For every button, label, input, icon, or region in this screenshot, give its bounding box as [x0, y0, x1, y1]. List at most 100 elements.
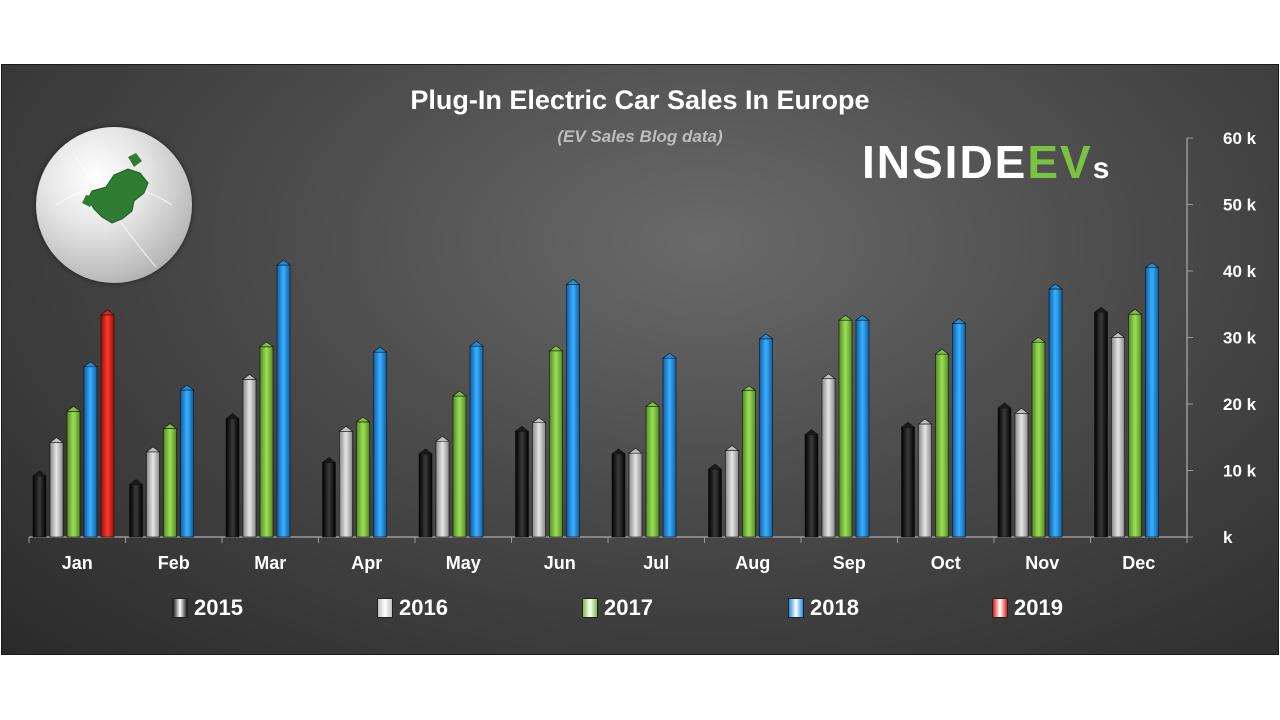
y-tick-label: k: [1223, 528, 1233, 547]
bar-2018-Aug: [759, 338, 773, 538]
chart-subtitle: (EV Sales Blog data): [557, 127, 723, 146]
bar-2015-Jan: [32, 475, 47, 538]
bar-cap-2016-Feb: [145, 446, 161, 453]
legend-swatch-2017: [582, 598, 598, 618]
bar-2015-Aug: [708, 468, 722, 538]
bar-cap-2015-Sep: [804, 429, 819, 435]
legend-label-2017: 2017: [604, 595, 653, 620]
bar-cap-2017-May: [452, 390, 467, 397]
x-tick-label: Oct: [931, 553, 961, 573]
bar-cap-2018-May: [469, 340, 484, 347]
bar-2015-Dec: [1094, 311, 1108, 538]
x-tick-label: Sep: [833, 553, 866, 573]
bar-cap-2018-Oct: [951, 318, 967, 324]
y-tick-label: 10 k: [1223, 462, 1257, 481]
bar-cap-2018-Feb: [179, 384, 195, 391]
bar-2015-Apr: [322, 462, 336, 538]
bar-cap-2017-Dec: [1127, 308, 1143, 315]
y-tick-label: 40 k: [1223, 262, 1257, 281]
bar-2018-Nov: [1048, 288, 1063, 538]
y-tick-label: 20 k: [1223, 395, 1257, 414]
bar-cap-2016-Dec: [1110, 332, 1126, 338]
bar-2015-Mar: [225, 418, 240, 538]
bar-cap-2018-Jun: [565, 278, 581, 285]
axes: [28, 137, 1193, 543]
bar-cap-2018-Dec: [1144, 262, 1160, 268]
bar-2018-Jul: [662, 357, 677, 538]
legend-label-2015: 2015: [194, 595, 243, 620]
logo-s: s: [1092, 152, 1112, 185]
legend-item-2017: 2017: [582, 595, 653, 621]
bar-2018-Jun: [566, 284, 580, 538]
bars: [32, 259, 1160, 538]
x-tick-label: Nov: [1025, 553, 1059, 573]
bar-cap-2017-Oct: [934, 348, 950, 355]
legend: 2015 2016 2017 2018 2019: [2, 595, 1278, 627]
y-tick-label: 60 k: [1223, 129, 1257, 148]
bar-2017-Jan: [66, 411, 81, 538]
bar-cap-2018-Sep: [855, 314, 870, 321]
bar-cap-2018-Aug: [758, 333, 774, 340]
bar-cap-2017-Feb: [162, 423, 178, 429]
x-tick-label: Jun: [544, 553, 576, 573]
bar-2018-Jan: [83, 366, 98, 538]
bar-cap-2016-Oct: [917, 418, 933, 425]
x-tick-label: Mar: [254, 553, 286, 573]
x-tick-label: Jan: [62, 553, 93, 573]
bar-cap-2017-Apr: [355, 416, 371, 423]
bar-2018-Oct: [952, 323, 966, 538]
bar-2016-Feb: [146, 451, 160, 538]
bar-2017-Sep: [838, 319, 853, 538]
bar-2016-Jul: [628, 452, 643, 538]
bar-2016-Mar: [242, 379, 257, 538]
bar-2018-Sep: [855, 319, 870, 538]
tick-labels: k 10 k 20 k 30 k 40 k 50 k 60 k Jan Feb Mar Apr May…: [62, 129, 1257, 573]
globe-map: [55, 153, 173, 268]
bar-cap-2019-Jan: [100, 309, 115, 316]
bar-2017-Aug: [742, 390, 756, 538]
bar-cap-2015-Mar: [225, 413, 240, 419]
bar-cap-2018-Jan: [83, 361, 98, 368]
bar-2015-Jun: [515, 430, 529, 538]
y-tick-label: 30 k: [1223, 329, 1257, 348]
bar-cap-2016-Sep: [821, 373, 836, 380]
bar-cap-2017-Mar: [259, 341, 274, 348]
legend-item-2015: 2015: [172, 595, 243, 621]
bar-cap-2018-Jul: [662, 352, 677, 359]
bar-cap-2015-Jan: [32, 470, 47, 477]
bar-2017-Nov: [1031, 341, 1046, 538]
bar-2018-May: [469, 345, 484, 538]
bar-cap-2017-Aug: [741, 385, 757, 392]
bar-2015-Oct: [901, 426, 915, 538]
y-tick-label: 50 k: [1223, 196, 1257, 215]
bar-cap-2016-May: [435, 435, 450, 442]
bar-cap-2015-Nov: [997, 402, 1012, 409]
bar-2016-Aug: [725, 450, 739, 538]
bar-cap-2015-Dec: [1093, 306, 1109, 313]
x-tick-label: Apr: [351, 553, 382, 573]
bar-2016-Dec: [1111, 337, 1125, 538]
bar-2015-Sep: [804, 434, 819, 538]
bar-cap-2016-Jun: [531, 417, 547, 423]
legend-swatch-2015: [172, 598, 188, 618]
bar-cap-2017-Nov: [1031, 336, 1046, 343]
x-tick-label: Dec: [1122, 553, 1155, 573]
bar-2019-Jan: [100, 314, 115, 538]
x-tick-label: Jul: [643, 553, 669, 573]
bar-2015-Nov: [997, 407, 1012, 538]
logo-ev: EV: [1027, 136, 1093, 188]
bar-cap-2016-Jan: [49, 437, 64, 443]
bar-cap-2016-Nov: [1014, 407, 1029, 414]
bar-cap-2017-Sep: [838, 314, 853, 321]
bar-cap-2018-Apr: [372, 346, 388, 353]
bar-2017-Oct: [935, 353, 949, 538]
bar-2018-Mar: [276, 264, 291, 538]
bar-cap-2016-Aug: [724, 445, 740, 451]
bar-cap-2016-Apr: [338, 425, 354, 432]
bar-2017-Feb: [163, 428, 177, 538]
bar-2016-Nov: [1014, 413, 1029, 538]
bar-cap-2016-Jul: [628, 447, 643, 454]
bar-cap-2015-Jun: [514, 425, 530, 432]
legend-swatch-2019: [992, 598, 1008, 618]
bar-cap-2017-Jan: [66, 405, 81, 412]
